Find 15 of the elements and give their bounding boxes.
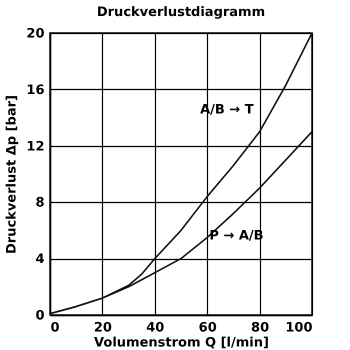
y-axis-title: Druckverlust Δp [bar] (4, 95, 20, 254)
y-tick-label: 16 (26, 82, 44, 98)
x-tick-label: 60 (198, 320, 217, 336)
x-tick-label: 100 (285, 320, 312, 336)
y-tick-label: 0 (35, 308, 44, 324)
x-tick-label: 20 (94, 320, 112, 336)
y-tick-label: 12 (26, 139, 44, 154)
x-axis-title: Volumenstrom Q [l/min] (94, 336, 269, 350)
x-tick-label: 80 (251, 320, 270, 336)
y-tick-label: 20 (26, 26, 44, 42)
x-tick-label: 40 (146, 320, 164, 336)
y-tick-label: 4 (35, 252, 44, 268)
chart-title: Druckverlustdiagramm (96, 5, 266, 20)
y-tick-label: 8 (35, 196, 44, 211)
x-tick-label: 0 (50, 320, 60, 336)
